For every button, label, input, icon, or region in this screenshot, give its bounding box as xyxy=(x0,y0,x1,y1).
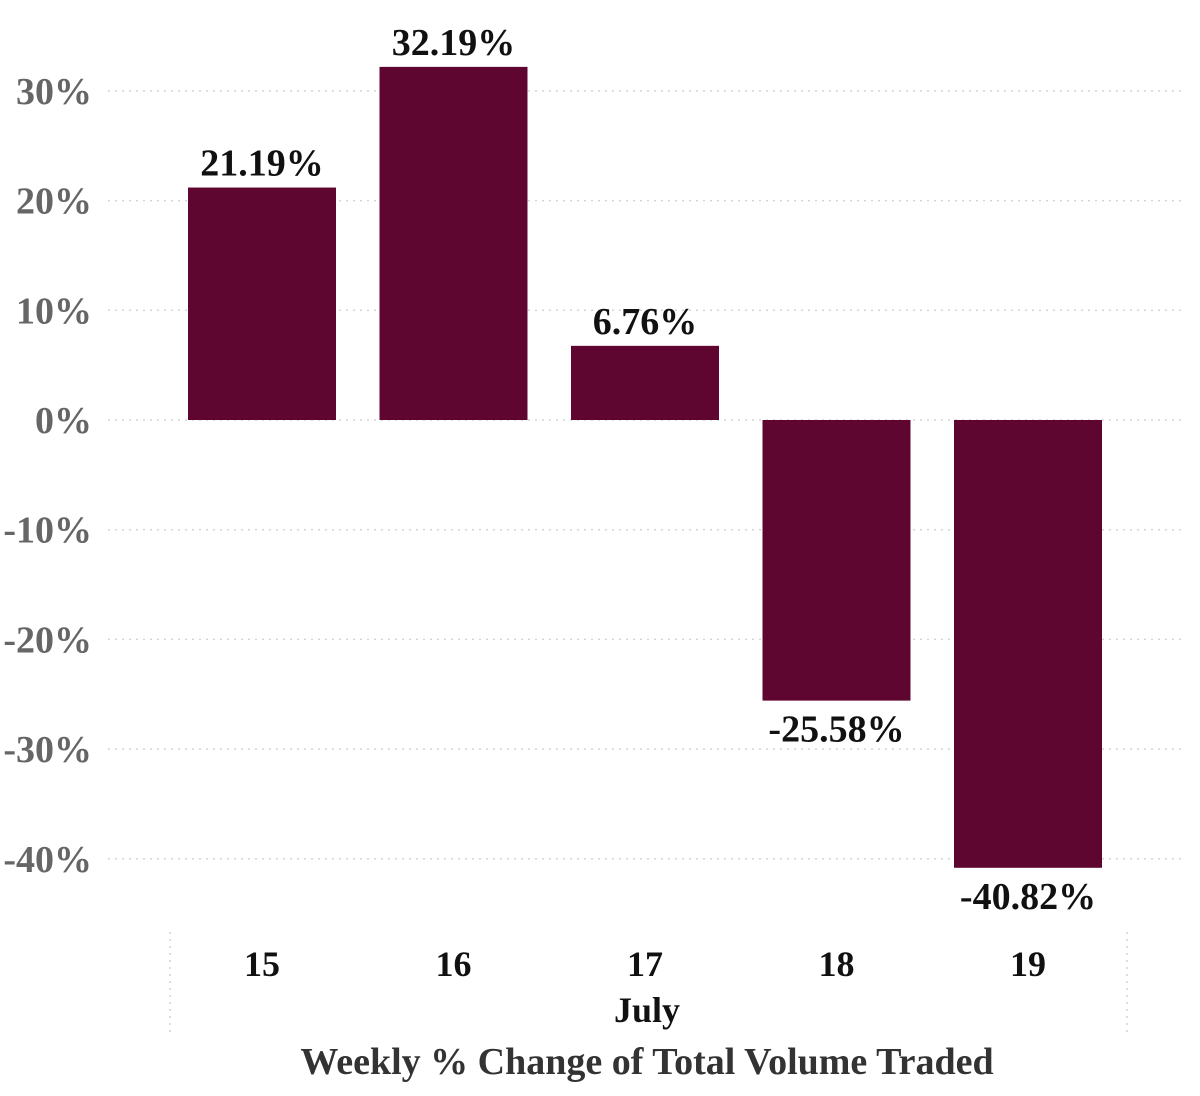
data-labels: 21.19% 32.19% 6.76% -25.58% -40.82% xyxy=(200,22,1096,918)
data-label: 21.19% xyxy=(200,143,324,185)
y-axis-ticks: 30% 20% 10% 0% -10% -20% -30% -40% xyxy=(3,71,92,881)
bar xyxy=(954,420,1102,868)
x-tick-label: 17 xyxy=(627,944,663,984)
y-tick-label: -40% xyxy=(3,839,92,881)
bar xyxy=(379,66,528,420)
data-label: -25.58% xyxy=(768,709,904,751)
x-tick-label: 16 xyxy=(436,944,472,984)
data-label: 32.19% xyxy=(392,22,516,64)
x-tick-label: 18 xyxy=(819,944,855,984)
bar xyxy=(762,420,911,701)
y-tick-label: 20% xyxy=(16,181,92,223)
x-tick-label: 15 xyxy=(244,944,280,984)
data-label: -40.82% xyxy=(960,876,1096,918)
data-label: 6.76% xyxy=(593,301,698,343)
y-tick-label: 30% xyxy=(16,71,92,113)
y-tick-label: -30% xyxy=(3,729,92,771)
bars xyxy=(188,66,1102,868)
x-axis-group-label: July xyxy=(614,990,680,1030)
x-tick-label: 19 xyxy=(1010,944,1046,984)
bar xyxy=(188,187,336,420)
chart-title: Weekly % Change of Total Volume Traded xyxy=(300,1041,993,1083)
x-axis: 15 16 17 18 19 xyxy=(169,932,1128,1032)
y-tick-label: -10% xyxy=(3,510,92,552)
y-tick-label: -20% xyxy=(3,619,92,661)
y-tick-label: 0% xyxy=(35,400,92,442)
y-tick-label: 10% xyxy=(16,290,92,332)
bar xyxy=(571,345,719,420)
